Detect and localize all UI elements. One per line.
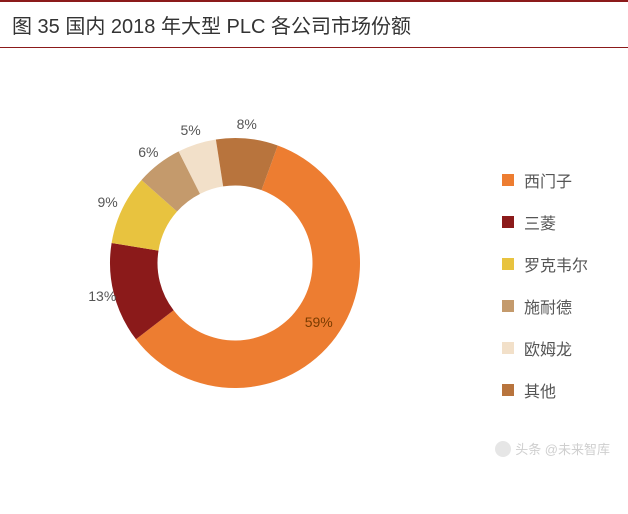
legend-item-1: 三菱 (502, 210, 588, 234)
legend-swatch-2 (502, 258, 514, 270)
legend-swatch-5 (502, 384, 514, 396)
legend-item-0: 西门子 (502, 168, 588, 192)
watermark-text: 头条 @未来智库 (515, 439, 610, 458)
legend-label-0: 西门子 (524, 168, 572, 192)
watermark: 头条 @未来智库 (495, 439, 610, 458)
legend-label-1: 三菱 (524, 210, 556, 234)
legend-swatch-1 (502, 216, 514, 228)
legend-swatch-3 (502, 300, 514, 312)
slice-label-1: 13% (88, 288, 116, 304)
legend-label-3: 施耐德 (524, 294, 572, 318)
watermark-icon (495, 441, 511, 457)
legend-item-3: 施耐德 (502, 294, 588, 318)
chart-title: 图 35 国内 2018 年大型 PLC 各公司市场份额 (12, 10, 616, 39)
chart-title-bar: 图 35 国内 2018 年大型 PLC 各公司市场份额 (0, 0, 628, 48)
legend-item-4: 欧姆龙 (502, 336, 588, 360)
legend-swatch-0 (502, 174, 514, 186)
slice-label-4: 5% (181, 122, 201, 138)
slice-label-0: 59% (305, 314, 333, 330)
legend: 西门子三菱罗克韦尔施耐德欧姆龙其他 (502, 168, 588, 420)
chart-area: 59%13%9%6%5%8% 西门子三菱罗克韦尔施耐德欧姆龙其他 头条 @未来智… (0, 48, 628, 468)
legend-swatch-4 (502, 342, 514, 354)
slice-label-3: 6% (138, 144, 158, 160)
donut-chart: 59%13%9%6%5%8% (105, 133, 365, 393)
legend-label-4: 欧姆龙 (524, 336, 572, 360)
slice-label-2: 9% (97, 194, 117, 210)
legend-label-2: 罗克韦尔 (524, 252, 588, 276)
legend-item-2: 罗克韦尔 (502, 252, 588, 276)
legend-label-5: 其他 (524, 378, 556, 402)
slice-label-5: 8% (237, 116, 257, 132)
legend-item-5: 其他 (502, 378, 588, 402)
